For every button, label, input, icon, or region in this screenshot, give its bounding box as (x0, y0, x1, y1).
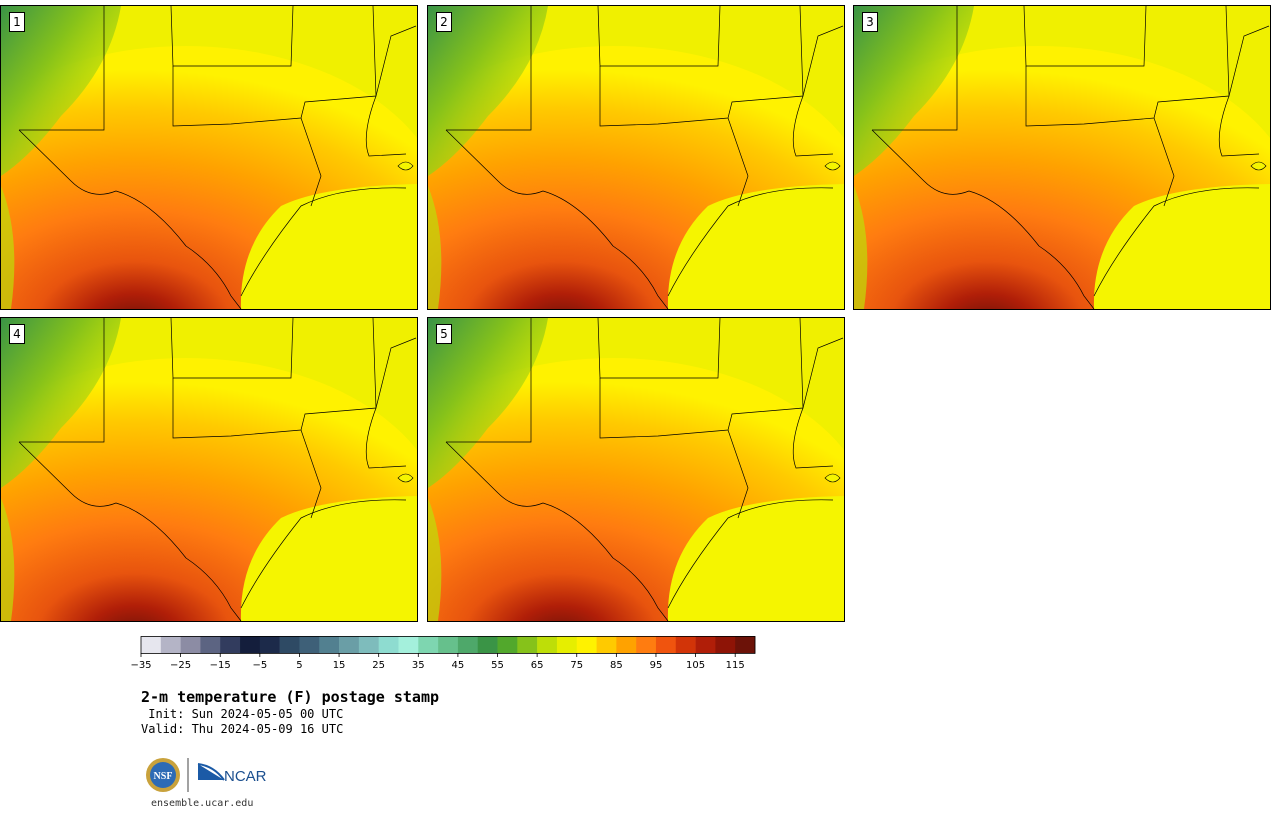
colorbar-tick-label: −25 (170, 660, 192, 671)
colorbar-swatch (616, 636, 637, 653)
colorbar-swatch (240, 636, 261, 653)
map-panel-1: 1 (0, 5, 418, 310)
colorbar-tick-label: 75 (570, 660, 584, 671)
map-2 (428, 6, 844, 309)
panel-label: 3 (862, 12, 878, 32)
colorbar-swatch (279, 636, 300, 653)
colorbar-swatch (418, 636, 439, 653)
colorbar-swatch (477, 636, 498, 653)
colorbar-swatch (378, 636, 399, 653)
panel-label: 5 (436, 324, 452, 344)
nsf-logo-text: NSF (154, 771, 173, 782)
colorbar-swatch (675, 636, 696, 653)
colorbar-swatch (339, 636, 360, 653)
colorbar-swatch (141, 636, 162, 653)
colorbar-tick-label: 45 (451, 660, 465, 671)
colorbar-swatch (438, 636, 459, 653)
colorbar-tick-label: 15 (332, 660, 346, 671)
colorbar-swatch (596, 636, 617, 653)
colorbar-tick-label: 105 (686, 660, 706, 671)
colorbar-swatch (735, 636, 756, 653)
colorbar-tick-label: −15 (209, 660, 231, 671)
panel-label: 2 (436, 12, 452, 32)
map-panel-2: 2 (427, 5, 845, 310)
colorbar-swatch (220, 636, 241, 653)
valid-time: Valid: Thu 2024-05-09 16 UTC (141, 722, 344, 736)
colorbar-tick-label: −5 (252, 660, 268, 671)
colorbar-swatch (259, 636, 280, 653)
colorbar-tick-label: 5 (296, 660, 303, 671)
colorbar-swatch (517, 636, 538, 653)
colorbar-swatch (715, 636, 736, 653)
colorbar-swatch (398, 636, 419, 653)
colorbar-tick-label: 25 (372, 660, 386, 671)
nsf-logo-icon: NSF (146, 758, 180, 792)
colorbar-tick-label: 55 (491, 660, 504, 671)
map-panel-4: 4 (0, 317, 418, 622)
colorbar-swatch (537, 636, 558, 653)
colorbar-tick-label: −35 (130, 660, 152, 671)
colorbar-swatch (655, 636, 677, 653)
colorbar-swatch (319, 636, 340, 653)
colorbar-tick-label: 35 (411, 660, 425, 671)
map-3 (854, 6, 1270, 309)
map-panel-5: 5 (427, 317, 845, 622)
colorbar-swatch (636, 636, 657, 653)
panel-label: 4 (9, 324, 25, 344)
colorbar-tick-label: 65 (530, 660, 544, 671)
map-4 (1, 318, 417, 621)
colorbar-tick-label: 85 (609, 660, 623, 671)
colorbar-swatch (497, 636, 518, 653)
colorbar-swatch (576, 636, 597, 653)
ncar-logo-icon: NCAR (197, 763, 267, 785)
colorbar-swatch (556, 636, 578, 653)
logos: NSF NCAR (144, 756, 274, 794)
colorbar-swatch (695, 636, 716, 653)
colorbar (140, 636, 756, 657)
colorbar-swatch (180, 636, 201, 653)
website-url: ensemble.ucar.edu (151, 798, 254, 809)
map-1 (1, 6, 417, 309)
colorbar-swatch (200, 636, 221, 653)
panel-label: 1 (9, 12, 25, 32)
colorbar-tick-label: 95 (649, 660, 663, 671)
map-5 (428, 318, 844, 621)
colorbar-swatch (358, 636, 379, 653)
colorbar-tick-label: 115 (725, 660, 745, 671)
chart-title: 2-m temperature (F) postage stamp (141, 688, 440, 706)
init-time: Init: Sun 2024-05-05 00 UTC (141, 707, 344, 721)
map-panel-3: 3 (853, 5, 1271, 310)
colorbar-swatch (160, 636, 181, 653)
ncar-logo-text: NCAR (224, 768, 267, 785)
colorbar-swatch (299, 636, 320, 653)
colorbar-swatch (457, 636, 479, 653)
